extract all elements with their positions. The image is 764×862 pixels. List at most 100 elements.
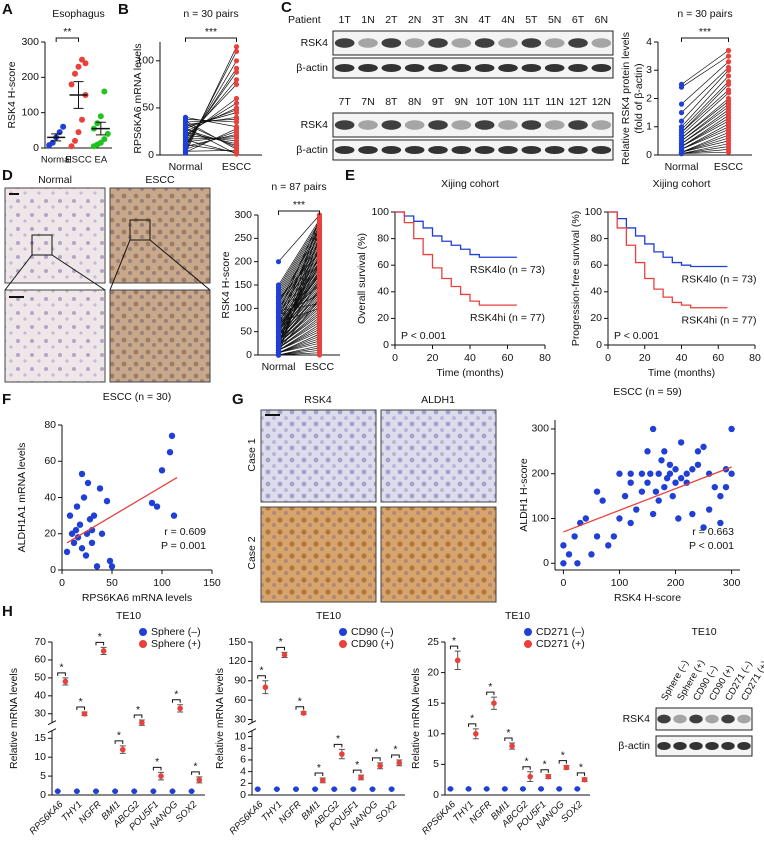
dot [275, 312, 282, 318]
significance-label: * [79, 696, 83, 708]
image-label: ESCC [145, 174, 175, 186]
significance-bracket [486, 691, 495, 696]
y-tick-label: 2 [646, 92, 652, 104]
y-tick-label: 60 [234, 694, 246, 706]
dot [275, 333, 282, 339]
image-label: Case 1 [246, 438, 258, 471]
significance-label: * [155, 756, 159, 768]
pair-line [681, 146, 729, 154]
y-axis-label: Overall survival (%) [356, 233, 368, 324]
legend-label: RSK4lo (n = 73) [470, 264, 545, 276]
micrograph [4, 289, 106, 383]
pair-line [185, 137, 237, 140]
x-tick-label: 40 [676, 352, 688, 364]
dot [447, 786, 454, 792]
y-tick-label: 20 [427, 666, 439, 678]
pair-line [278, 340, 320, 354]
lane-label: 4T [479, 14, 492, 26]
blot-band [521, 38, 542, 48]
dot [520, 786, 526, 792]
y-tick-label: 100 [584, 206, 602, 218]
x-tick-label: 0 [605, 352, 611, 364]
dot [233, 100, 240, 106]
dot [661, 483, 668, 491]
chart-title: TE10 [116, 610, 141, 622]
dot [666, 470, 674, 477]
significance-label: ** [63, 26, 71, 38]
pair-line [185, 135, 237, 143]
dot [694, 461, 702, 468]
dot [101, 136, 108, 143]
dot [188, 788, 195, 795]
blot-title: TE10 [691, 626, 716, 638]
y-tick-label: 0 [646, 149, 652, 161]
dot [717, 492, 724, 500]
error-bar [51, 133, 62, 142]
y-tick-label: 60 [34, 654, 46, 666]
dot [316, 224, 323, 230]
blot-band [358, 146, 378, 154]
significance-label: * [561, 749, 565, 761]
lane-label: 4N [501, 14, 514, 26]
legend-label: RSK4hi (n = 77) [470, 312, 545, 324]
dot [275, 347, 282, 353]
panel-label: D [2, 167, 13, 184]
significance-label: * [355, 759, 359, 771]
y-tick-label: 40 [44, 491, 56, 503]
pair-line [185, 127, 237, 155]
chart-title: Xijing cohort [441, 178, 499, 190]
dot [689, 510, 696, 518]
blot-band [428, 64, 448, 72]
dot [725, 53, 732, 59]
dot [166, 448, 174, 456]
dot [182, 118, 189, 124]
lane-label: 11N [545, 96, 563, 108]
dot [582, 515, 590, 522]
lane-label: 5T [525, 14, 538, 26]
dot [678, 150, 685, 157]
dot [293, 786, 299, 792]
blot-band [544, 64, 565, 72]
pair-line [185, 109, 237, 129]
significance-label: * [452, 635, 456, 647]
pair-line [185, 149, 237, 152]
significance-label: * [393, 744, 397, 756]
image-label: Normal [38, 174, 72, 186]
row-label: RSK4 [623, 713, 651, 725]
dot [560, 542, 567, 549]
dot [275, 317, 282, 323]
y-tick-label: 0 [240, 789, 246, 801]
x-tick-label: 80 [749, 352, 761, 364]
pair-line [278, 338, 320, 353]
significance-label: * [317, 762, 321, 774]
dot [233, 65, 240, 71]
y-tick-label: 20 [590, 312, 602, 324]
blot-band [451, 146, 472, 154]
pair-line [185, 132, 237, 145]
significance-bracket [133, 714, 143, 719]
chart-title: Esophagus [52, 8, 105, 20]
dot [182, 137, 189, 143]
significance-label: *** [293, 199, 305, 211]
row-label: RSK4 [301, 119, 329, 131]
blot-band [591, 38, 612, 48]
x-tick-label: 150 [203, 577, 221, 589]
dot [316, 305, 323, 311]
significance-label: * [336, 733, 340, 745]
pair-line [278, 238, 320, 304]
dot [100, 648, 107, 654]
pair-line [185, 98, 237, 137]
dot [275, 326, 282, 332]
micrograph [260, 409, 377, 503]
y-axis-label: Relative mRNA levels [214, 668, 226, 769]
dot [182, 114, 189, 120]
dot [316, 301, 323, 307]
legend-label: RSK4hi (n = 77) [682, 315, 757, 327]
micrograph [380, 506, 497, 603]
significance-bracket [95, 641, 105, 646]
pair-line [681, 137, 729, 153]
dot [112, 788, 118, 795]
y-tick-label: 0 [433, 789, 439, 801]
x-tick-label: 60 [502, 352, 514, 364]
micrograph [4, 187, 106, 284]
